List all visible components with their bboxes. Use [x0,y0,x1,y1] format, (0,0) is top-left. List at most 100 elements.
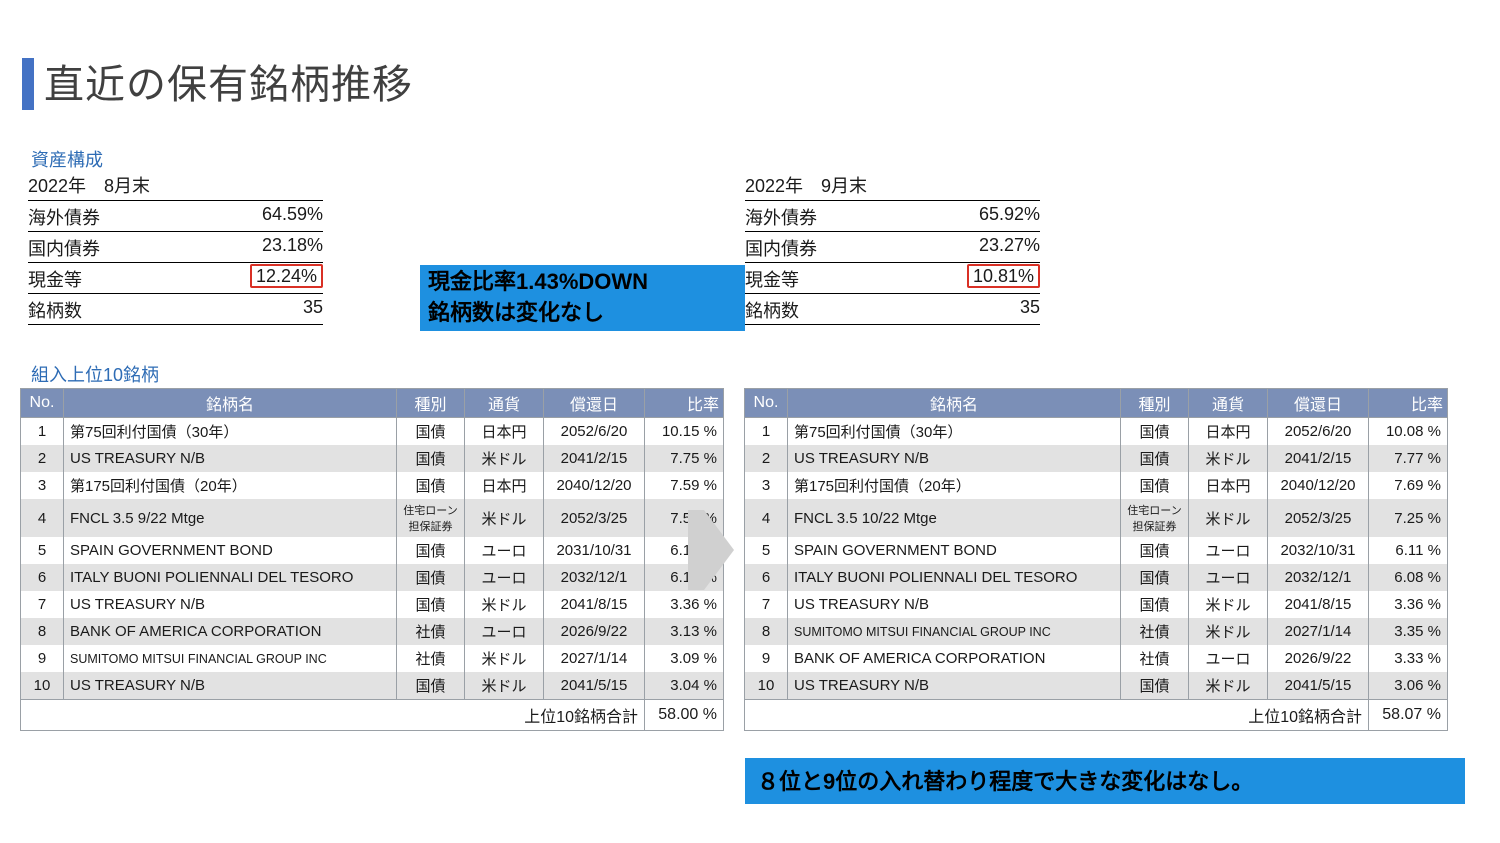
cell-ccy: 米ドル [1189,618,1268,645]
table-row: 10US TREASURY N/B国債米ドル2041/5/153.06 % [745,672,1448,700]
cell-type: 国債 [1121,672,1189,700]
cell-ccy: 米ドル [465,591,544,618]
cell-date: 2032/12/1 [1268,564,1369,591]
cell-date: 2052/3/25 [544,499,645,537]
asset-row-label: 国内債券 [745,235,817,261]
asset-row-label: 海外債券 [745,204,817,230]
cell-name: ITALY BUONI POLIENNALI DEL TESORO [788,564,1121,591]
cell-date: 2041/2/15 [1268,445,1369,472]
asset-row: 銘柄数35 [745,294,1040,325]
cell-no: 3 [21,472,64,499]
cell-name: US TREASURY N/B [64,591,397,618]
cell-name: BANK OF AMERICA CORPORATION [788,645,1121,672]
cell-ccy: 米ドル [1189,445,1268,472]
cell-ccy: 米ドル [1189,591,1268,618]
table-row: 8BANK OF AMERICA CORPORATION社債ユーロ2026/9/… [21,618,724,645]
cell-no: 6 [21,564,64,591]
holdings-section-label: 組入上位10銘柄 [31,361,159,387]
cell-type: 国債 [397,591,465,618]
highlight-box: 12.24% [250,264,323,288]
asset-right-date: 2022年 9月末 [745,172,1040,201]
asset-row-label: 銘柄数 [28,297,82,323]
table-row: 1第75回利付国債（30年）国債日本円2052/6/2010.08 % [745,418,1448,446]
cell-name: SPAIN GOVERNMENT BOND [64,537,397,564]
th-name: 銘柄名 [64,389,397,418]
cell-ratio: 7.59 % [645,472,724,499]
cell-ccy: 米ドル [465,499,544,537]
cell-name: US TREASURY N/B [788,672,1121,700]
cell-no: 6 [745,564,788,591]
cell-date: 2027/1/14 [1268,618,1369,645]
cell-name: US TREASURY N/B [64,672,397,700]
cell-no: 4 [745,499,788,537]
cell-ccy: ユーロ [1189,645,1268,672]
th-date: 償還日 [544,389,645,418]
holdings-table-left: No. 銘柄名 種別 通貨 償還日 比率 1第75回利付国債（30年）国債日本円… [20,388,724,731]
asset-row: 国内債券23.18% [28,232,323,263]
th-type: 種別 [397,389,465,418]
highlight-box: 10.81% [967,264,1040,288]
arrow-icon [704,510,734,590]
cell-date: 2052/3/25 [1268,499,1369,537]
asset-row: 国内債券 23.27% [745,232,1040,263]
cell-no: 2 [21,445,64,472]
total-row: 上位10銘柄合計58.00 % [21,700,724,731]
asset-row-value: 65.92% [979,204,1040,230]
cell-ccy: 日本円 [465,418,544,446]
callout-bottom: ８位と9位の入れ替わり程度で大きな変化はなし。 [745,758,1465,804]
cell-ratio: 6.11 % [1369,537,1448,564]
cell-type: 住宅ローン担保証券 [1121,499,1189,537]
table-row: 2US TREASURY N/B国債米ドル2041/2/157.75 % [21,445,724,472]
th-no: No. [745,389,788,418]
cell-no: 8 [21,618,64,645]
cell-ccy: 米ドル [1189,499,1268,537]
asset-left-date: 2022年 8月末 [28,172,323,201]
cell-no: 8 [745,618,788,645]
holdings-header-row: No. 銘柄名 種別 通貨 償還日 比率 [745,389,1448,418]
cell-date: 2041/5/15 [544,672,645,700]
cell-no: 10 [21,672,64,700]
asset-row: 銘柄数35 [28,294,323,325]
cell-type: 住宅ローン担保証券 [397,499,465,537]
asset-panel-right: 2022年 9月末 海外債券65.92%国内債券23.27%現金等10.81%銘… [745,172,1040,325]
asset-row-value: 12.24% [250,266,323,292]
cell-ccy: ユーロ [465,537,544,564]
callout-top: 現金比率1.43%DOWN 銘柄数は変化なし [420,265,745,331]
holdings-header-row: No. 銘柄名 種別 通貨 償還日 比率 [21,389,724,418]
table-row: 4FNCL 3.5 10/22 Mtge住宅ローン担保証券米ドル2052/3/2… [745,499,1448,537]
cell-ratio: 6.08 % [1369,564,1448,591]
cell-ccy: 日本円 [1189,472,1268,499]
asset-row-label: 国内債券 [28,235,100,261]
cell-ccy: 日本円 [1189,418,1268,446]
cell-date: 2052/6/20 [1268,418,1369,446]
cell-ratio: 3.06 % [1369,672,1448,700]
cell-no: 2 [745,445,788,472]
cell-type: 国債 [397,418,465,446]
cell-ratio: 3.36 % [1369,591,1448,618]
cell-no: 5 [21,537,64,564]
asset-row-value: 10.81% [967,266,1040,292]
cell-name: US TREASURY N/B [788,591,1121,618]
cell-type: 国債 [397,537,465,564]
cell-date: 2031/10/31 [544,537,645,564]
table-row: 2US TREASURY N/B国債米ドル2041/2/157.77 % [745,445,1448,472]
cell-no: 1 [745,418,788,446]
cell-ratio: 10.08 % [1369,418,1448,446]
cell-ratio: 3.35 % [1369,618,1448,645]
cell-type: 社債 [397,618,465,645]
cell-name: 第75回利付国債（30年） [788,418,1121,446]
table-row: 3第175回利付国債（20年）国債日本円2040/12/207.69 % [745,472,1448,499]
cell-no: 9 [21,645,64,672]
asset-row: 海外債券64.59% [28,201,323,232]
asset-row-value: 23.27% [979,235,1040,261]
th-no: No. [21,389,64,418]
cell-ccy: 日本円 [465,472,544,499]
cell-name: FNCL 3.5 9/22 Mtge [64,499,397,537]
cell-no: 10 [745,672,788,700]
cell-type: 国債 [397,472,465,499]
cell-ratio: 10.15 % [645,418,724,446]
total-label: 上位10銘柄合計 [745,700,1369,731]
table-row: 7US TREASURY N/B国債米ドル2041/8/153.36 % [21,591,724,618]
cell-type: 国債 [1121,537,1189,564]
cell-date: 2027/1/14 [544,645,645,672]
